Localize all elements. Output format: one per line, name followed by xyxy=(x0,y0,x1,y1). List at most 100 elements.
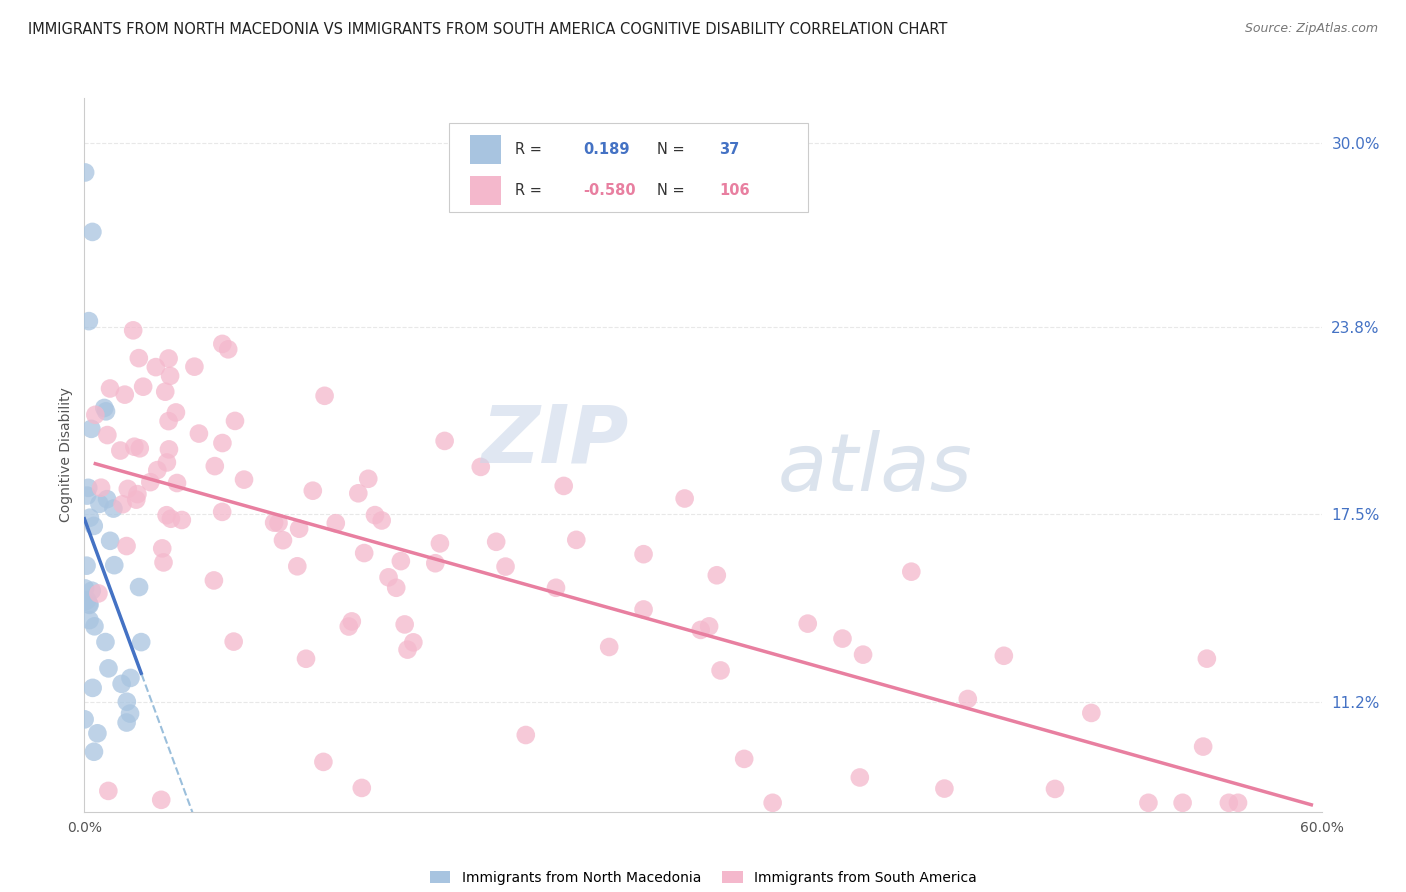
FancyBboxPatch shape xyxy=(450,123,808,212)
Point xyxy=(98,382,121,396)
Point xyxy=(129,635,152,649)
Point xyxy=(73,594,96,608)
Point xyxy=(211,436,233,450)
Point xyxy=(128,442,150,456)
Point xyxy=(1227,796,1250,810)
Point xyxy=(364,508,387,522)
Point xyxy=(111,677,134,691)
Point xyxy=(82,225,104,239)
Text: 37: 37 xyxy=(718,142,740,157)
Point xyxy=(1218,796,1240,810)
Point xyxy=(79,598,101,612)
Point xyxy=(337,619,360,633)
Point xyxy=(187,426,209,441)
Point xyxy=(96,492,118,507)
Text: N =: N = xyxy=(657,183,689,198)
Point xyxy=(127,487,149,501)
Point xyxy=(934,781,956,796)
Point xyxy=(165,405,187,419)
Point xyxy=(956,692,979,706)
Point xyxy=(233,473,256,487)
Point xyxy=(314,389,336,403)
Point xyxy=(77,481,100,495)
Point xyxy=(900,565,922,579)
Point xyxy=(80,583,103,598)
Point xyxy=(83,745,105,759)
Point xyxy=(353,546,375,560)
Point xyxy=(495,559,517,574)
Point xyxy=(166,476,188,491)
Bar xyxy=(471,177,502,205)
Y-axis label: Cognitive Disability: Cognitive Disability xyxy=(59,387,73,523)
Point xyxy=(429,536,451,550)
Point xyxy=(122,323,145,337)
Point xyxy=(155,508,177,523)
Point xyxy=(94,635,117,649)
Point xyxy=(150,541,173,556)
Text: R =: R = xyxy=(515,142,547,157)
Point xyxy=(849,771,872,785)
Point xyxy=(389,554,412,568)
Point xyxy=(1171,796,1194,810)
Point xyxy=(96,428,118,442)
Point xyxy=(377,570,399,584)
Point xyxy=(598,640,620,654)
Point xyxy=(470,459,492,474)
Point xyxy=(288,522,311,536)
Point xyxy=(697,619,720,633)
Point xyxy=(224,414,246,428)
Point xyxy=(93,401,115,415)
Point xyxy=(357,472,380,486)
Point xyxy=(157,442,180,457)
Point xyxy=(217,343,239,357)
Point xyxy=(156,455,179,469)
Point xyxy=(79,510,101,524)
Point xyxy=(139,475,162,490)
Point xyxy=(150,793,173,807)
Point xyxy=(673,491,696,506)
Point xyxy=(396,642,419,657)
Point xyxy=(76,593,98,607)
Point xyxy=(76,558,98,573)
Point xyxy=(97,784,120,798)
Point xyxy=(155,384,177,399)
Point xyxy=(485,534,508,549)
Point xyxy=(385,581,408,595)
Point xyxy=(402,635,425,649)
Point xyxy=(285,559,308,574)
Point xyxy=(75,165,97,179)
Point xyxy=(120,706,142,721)
Point xyxy=(515,728,537,742)
Text: 0.189: 0.189 xyxy=(583,142,630,157)
Point xyxy=(267,516,290,530)
Point xyxy=(633,602,655,616)
Point xyxy=(97,661,120,675)
Point xyxy=(145,360,167,375)
Point xyxy=(125,492,148,507)
Point xyxy=(117,482,139,496)
Point xyxy=(98,533,121,548)
Point xyxy=(83,519,105,533)
Point xyxy=(689,623,711,637)
Point xyxy=(115,715,138,730)
Point xyxy=(211,505,233,519)
Point xyxy=(73,712,96,726)
Point xyxy=(111,497,134,511)
Point xyxy=(90,481,112,495)
Text: Source: ZipAtlas.com: Source: ZipAtlas.com xyxy=(1244,22,1378,36)
Point xyxy=(325,516,347,531)
Point xyxy=(370,513,392,527)
Point xyxy=(120,671,142,685)
Point xyxy=(762,796,785,810)
Bar xyxy=(471,136,502,164)
Point xyxy=(103,558,125,573)
Point xyxy=(852,648,875,662)
Point xyxy=(1192,739,1215,754)
Point xyxy=(425,556,447,570)
Point xyxy=(83,619,105,633)
Point xyxy=(433,434,456,448)
Point xyxy=(77,597,100,611)
Point xyxy=(347,486,370,500)
Point xyxy=(115,539,138,553)
Point xyxy=(340,615,363,629)
